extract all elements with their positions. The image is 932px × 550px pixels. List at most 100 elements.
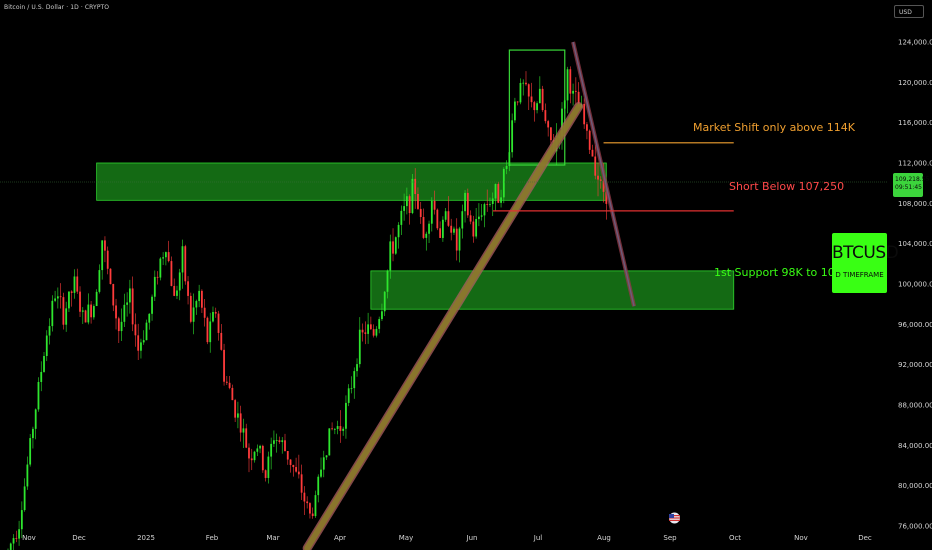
candle-body [176, 290, 178, 296]
candle-body [128, 288, 131, 303]
candle-body [81, 310, 84, 312]
candle-body [472, 221, 475, 237]
candle-body [522, 82, 525, 84]
candle-body [237, 413, 239, 418]
time-tick-label: Jul [533, 534, 543, 542]
candle-body [109, 268, 112, 285]
candle-body [145, 322, 148, 341]
candle-body [591, 149, 594, 157]
candle-body [65, 308, 68, 325]
candle-body [297, 471, 300, 475]
candle-body [469, 215, 472, 222]
candle-body [106, 250, 109, 269]
candle-body [151, 296, 153, 314]
candle-body [300, 474, 303, 493]
bar-countdown: 09:51:45 [895, 184, 922, 191]
candle-body [372, 329, 375, 336]
currency-selector[interactable]: USD [894, 5, 924, 18]
candle-body [602, 180, 605, 192]
candle-body [203, 307, 206, 318]
candle-body [538, 88, 541, 104]
candle-body [126, 302, 129, 305]
candle-body [403, 206, 406, 211]
candle-body [342, 428, 345, 431]
candle-body [489, 203, 491, 205]
ticker-label-box: BTCUSD D TIMEFRAME [832, 233, 899, 293]
candle-body [547, 121, 550, 128]
candle-body [167, 252, 170, 262]
candle-body [347, 388, 350, 403]
time-tick-label: May [399, 534, 413, 542]
candle-body [530, 96, 533, 103]
candle-body [491, 198, 494, 204]
time-tick-label: Mar [266, 534, 279, 542]
candle-body [386, 270, 389, 292]
candle-body [505, 165, 508, 169]
candle-body [389, 241, 392, 271]
candle-body [162, 257, 165, 259]
us-flag-event-icon[interactable] [667, 512, 682, 524]
candle-body [32, 428, 34, 439]
candle-body [541, 88, 544, 111]
candle-body [98, 270, 101, 292]
candle-body [425, 233, 428, 238]
candle-body [417, 194, 419, 209]
symbol-title[interactable]: Bitcoin / U.S. Dollar · 1D · CRYPTO [4, 4, 110, 11]
candle-body [79, 291, 81, 312]
candle-body [325, 455, 328, 458]
candle-body [309, 503, 311, 514]
candle-body [115, 305, 117, 319]
candle-body [455, 228, 458, 251]
candle-body [419, 208, 422, 217]
candle-body [475, 219, 478, 237]
price-tick-label: 124,000.00 [898, 39, 932, 47]
rising-trendline [304, 103, 582, 550]
candle-body [76, 276, 79, 292]
candle-body [441, 219, 444, 238]
candle-body [70, 291, 73, 293]
candle-body [173, 285, 176, 296]
candle-body [378, 319, 381, 329]
candle-body [466, 192, 469, 216]
candle-body [433, 200, 436, 210]
candle-body [264, 470, 267, 478]
price-axis: 124,000.00 120,000.00 116,000.00 112,000.00… [898, 39, 932, 531]
candle-body [153, 276, 156, 297]
candle-body [209, 321, 212, 343]
candle-body [586, 124, 588, 131]
candle-body [450, 225, 453, 233]
candle-body [533, 102, 536, 111]
candle-body [261, 445, 264, 471]
candle-body [184, 246, 187, 282]
candle-body [59, 296, 62, 298]
candle-body [322, 457, 325, 470]
time-tick-label: Dec [858, 534, 872, 542]
candle-body [367, 324, 369, 334]
candle-body [594, 156, 597, 176]
candle-body [381, 311, 383, 320]
candle-body [48, 326, 51, 336]
candle-body [599, 179, 602, 181]
ticker-label: BTCUSD [832, 243, 899, 263]
candle-body [15, 538, 18, 539]
candle-body [286, 451, 289, 460]
price-tick-label: 76,000.00 [898, 523, 932, 531]
candle-body [550, 127, 552, 141]
candle-body [256, 448, 259, 452]
candle-body [405, 196, 408, 207]
candle-body [339, 426, 342, 431]
candle-body [447, 211, 450, 226]
candle-body [502, 168, 505, 198]
candle-body [217, 313, 220, 333]
candle-body [400, 210, 403, 225]
candle-body [588, 130, 591, 150]
candle-body [206, 317, 209, 343]
candle-body [275, 440, 278, 441]
last-price-badge: 109,218.55 09:51:45 [893, 173, 929, 197]
candle-body [597, 175, 599, 180]
candle-body [514, 101, 516, 121]
candle-body [383, 291, 386, 312]
candle-body [12, 538, 15, 544]
